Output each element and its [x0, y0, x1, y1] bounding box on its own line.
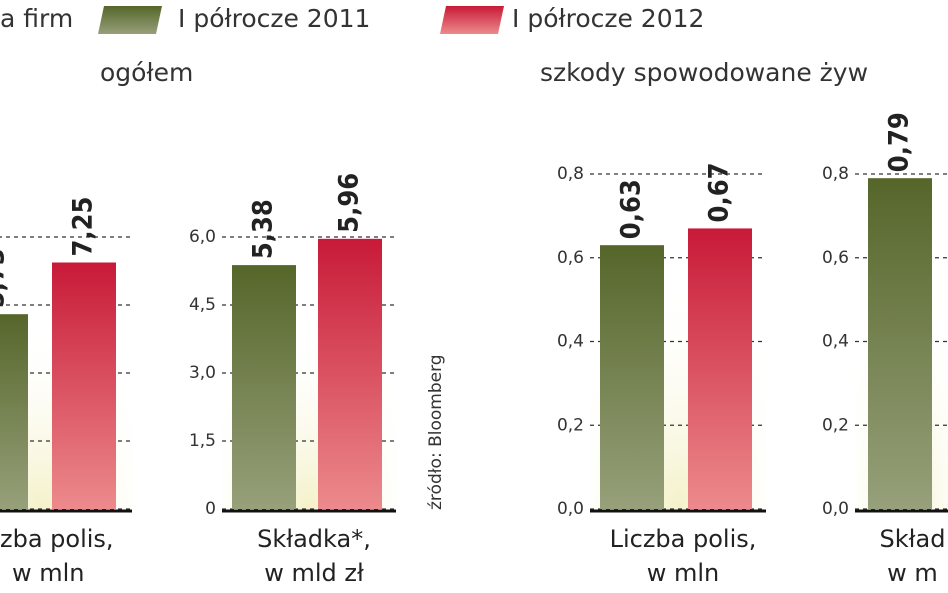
y-tick-label: 1,5 [189, 431, 216, 451]
y-tick-label: 0,4 [822, 332, 849, 352]
legend-lead: a firm [0, 4, 73, 33]
y-tick-label: 0,6 [557, 248, 584, 268]
category-label: w mln [647, 559, 720, 587]
bar [600, 245, 664, 509]
category-label: Skład [880, 525, 946, 553]
y-tick-label: 0 [205, 499, 216, 519]
y-tick-label: 0,8 [822, 164, 849, 184]
value-label: 0,67 [704, 163, 735, 223]
y-tick-label: 6,0 [189, 227, 216, 247]
y-tick-label: 0,2 [822, 415, 849, 435]
legend-label: I półrocze 2012 [512, 4, 704, 33]
section-heading: ogółem [100, 58, 193, 87]
y-tick-label: 4,5 [189, 295, 216, 315]
bar [688, 228, 752, 509]
category-label: zba polis, [0, 525, 114, 553]
y-tick-label: 0,8 [557, 164, 584, 184]
source-note: źródło: Bloomberg [426, 354, 446, 510]
y-tick-label: 0,4 [557, 332, 584, 352]
section-heading: szkody spowodowane żyw [540, 58, 868, 87]
y-tick-label: 0,6 [822, 248, 849, 268]
bar [52, 262, 116, 509]
category-label: Składka*, [257, 525, 371, 553]
value-label: 0,63 [616, 179, 647, 239]
category-label: w m [887, 559, 938, 587]
category-label: Liczba polis, [610, 525, 757, 553]
y-tick-label: 3,0 [189, 363, 216, 383]
legend-swatch [440, 6, 504, 34]
value-label: 5,73 [0, 248, 11, 308]
bar [0, 314, 28, 509]
category-label: w mln [12, 559, 85, 587]
legend-swatch [98, 6, 162, 34]
y-tick-label: 0,0 [822, 499, 849, 519]
value-label: 5,96 [334, 173, 365, 233]
legend-label: I półrocze 2011 [178, 4, 370, 33]
bar [232, 265, 296, 509]
value-label: 0,79 [884, 112, 915, 172]
y-tick-label: 0,2 [557, 415, 584, 435]
value-label: 7,25 [68, 197, 99, 257]
category-label: w mld zł [264, 559, 364, 587]
bar [318, 238, 382, 509]
bar [868, 178, 932, 509]
y-tick-label: 0,0 [557, 499, 584, 519]
value-label: 5,38 [248, 199, 279, 259]
